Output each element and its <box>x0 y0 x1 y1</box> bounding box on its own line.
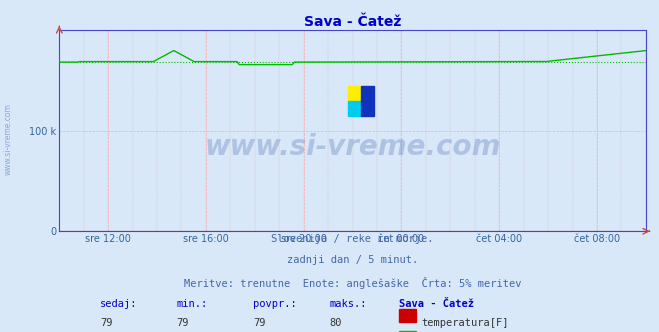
Text: min.:: min.: <box>177 299 208 309</box>
Text: 79: 79 <box>253 318 266 328</box>
Text: www.si-vreme.com: www.si-vreme.com <box>204 133 501 161</box>
Text: Sava - Čatež: Sava - Čatež <box>399 299 474 309</box>
Bar <box>399 331 416 332</box>
Text: 79: 79 <box>177 318 189 328</box>
Title: Sava - Čatež: Sava - Čatež <box>304 15 401 29</box>
Text: www.si-vreme.com: www.si-vreme.com <box>3 104 13 175</box>
Text: 79: 79 <box>100 318 113 328</box>
Bar <box>361 86 374 117</box>
Bar <box>349 86 361 101</box>
Text: 80: 80 <box>329 318 341 328</box>
Text: zadnji dan / 5 minut.: zadnji dan / 5 minut. <box>287 255 418 266</box>
Text: maks.:: maks.: <box>329 299 366 309</box>
Text: Meritve: trenutne  Enote: anglešaške  Črta: 5% meritev: Meritve: trenutne Enote: anglešaške Črta… <box>184 277 521 289</box>
Text: Slovenija / reke in morje.: Slovenija / reke in morje. <box>272 234 434 244</box>
Bar <box>349 101 361 117</box>
Text: sedaj:: sedaj: <box>100 299 138 309</box>
Bar <box>399 309 416 322</box>
Text: temperatura[F]: temperatura[F] <box>422 318 509 328</box>
Text: povpr.:: povpr.: <box>253 299 297 309</box>
